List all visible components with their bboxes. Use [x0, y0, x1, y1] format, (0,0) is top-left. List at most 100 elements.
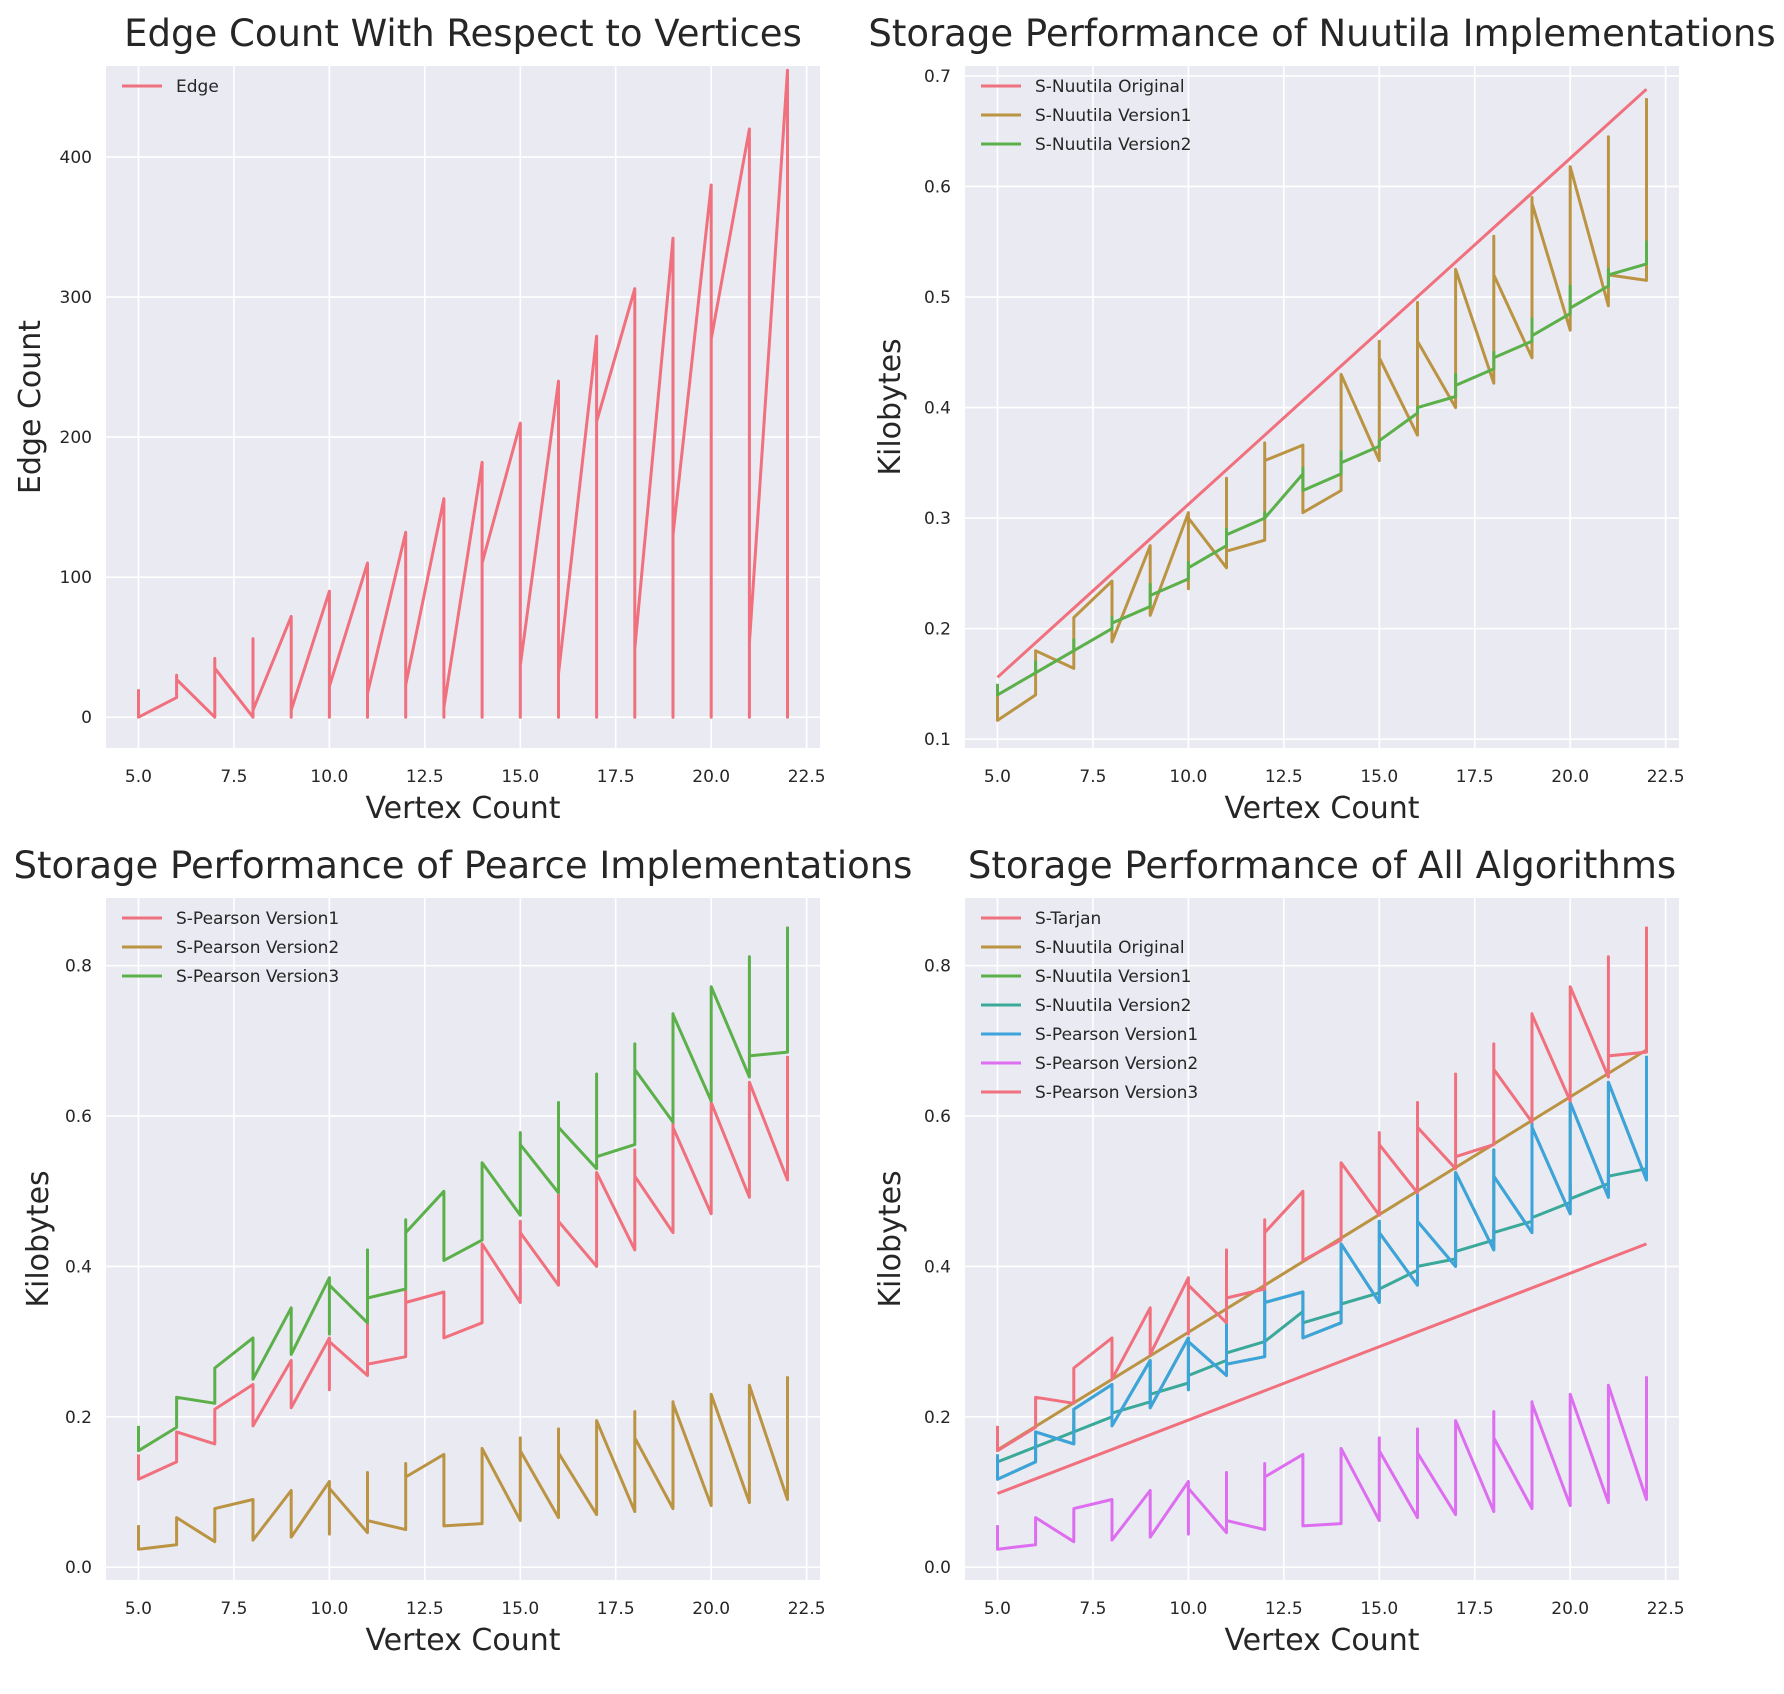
y-tick-label: 0 — [81, 708, 92, 728]
legend-entry: S-Pearson Version3 — [1035, 1083, 1198, 1103]
x-axis-label: Vertex Count — [365, 1623, 560, 1658]
x-axis-label: Vertex Count — [1224, 1623, 1419, 1658]
series-line-2 — [137, 1376, 789, 1551]
y-tick-label: 0.5 — [924, 288, 951, 308]
chart-title: Storage Performance of All Algorithms — [968, 844, 1676, 887]
series-line-7 — [996, 926, 1648, 1453]
plot-area — [106, 66, 820, 748]
x-tick-label: 7.5 — [220, 1599, 247, 1619]
x-tick-label: 22.5 — [788, 1599, 826, 1619]
series-line-2 — [996, 98, 1648, 722]
series-line-6 — [996, 1376, 1648, 1551]
y-tick-label: 0.8 — [924, 957, 951, 977]
plot-area — [106, 898, 820, 1580]
y-tick-label: 0.2 — [924, 1408, 951, 1428]
x-tick-label: 20.0 — [692, 767, 730, 787]
x-tick-label: 10.0 — [310, 767, 348, 787]
x-tick-label: 12.5 — [1265, 1599, 1303, 1619]
x-tick-label: 7.5 — [220, 767, 247, 787]
legend-entry: S-Pearson Version2 — [1035, 1054, 1198, 1074]
y-tick-label: 0.3 — [924, 509, 951, 529]
x-tick-label: 10.0 — [310, 1599, 348, 1619]
legend-entry: S-Nuutila Version2 — [1035, 135, 1191, 155]
chart-title: Storage Performance of Pearce Implementa… — [14, 844, 913, 887]
x-tick-label: 5.0 — [984, 1599, 1011, 1619]
x-tick-label: 15.0 — [501, 767, 539, 787]
y-tick-label: 0.0 — [924, 1558, 951, 1578]
legend: S-Tarjan S-Nuutila Original S-Nuutila Vers… — [981, 909, 1198, 1103]
x-tick-label: 5.0 — [125, 767, 152, 787]
legend-entry: S-Nuutila Version1 — [1035, 106, 1191, 126]
legend-entry: S-Tarjan — [1035, 909, 1101, 929]
series-group — [137, 68, 789, 719]
legend-entry: S-Nuutila Version1 — [1035, 967, 1191, 987]
y-tick-label: 0.1 — [924, 730, 951, 750]
x-tick-label: 17.5 — [1456, 1599, 1494, 1619]
x-tick-label: 15.0 — [1360, 1599, 1398, 1619]
x-tick-label: 22.5 — [1647, 1599, 1685, 1619]
x-tick-label: 12.5 — [406, 1599, 444, 1619]
chart-panel-4: 5.0 7.5 10.0 12.5 15.0 17.5 20.0 22.5 0.0 0.2 0.4 0… — [873, 844, 1685, 1658]
legend: S-Nuutila Original S-Nuutila Version1 S-Nu… — [981, 77, 1191, 155]
legend-entry: Edge — [176, 77, 219, 97]
x-tick-label: 10.0 — [1169, 1599, 1207, 1619]
y-tick-label: 400 — [60, 148, 92, 168]
y-tick-label: 0.4 — [924, 399, 951, 419]
y-tick-label: 300 — [60, 288, 92, 308]
x-tick-label: 17.5 — [597, 767, 635, 787]
plot-area — [965, 898, 1679, 1580]
x-tick-label: 12.5 — [1265, 767, 1303, 787]
y-axis-label: Kilobytes — [21, 1170, 56, 1307]
y-tick-label: 0.6 — [65, 1107, 92, 1127]
legend-entry: S-Pearson Version2 — [176, 938, 339, 958]
y-tick-label: 0.2 — [65, 1408, 92, 1428]
x-tick-label: 10.0 — [1169, 767, 1207, 787]
y-tick-label: 0.4 — [924, 1257, 951, 1277]
x-tick-label: 7.5 — [1079, 1599, 1106, 1619]
x-tick-label: 17.5 — [597, 1599, 635, 1619]
y-tick-label: 100 — [60, 568, 92, 588]
y-axis-label: Kilobytes — [873, 1170, 908, 1307]
series-group — [996, 88, 1648, 722]
legend-entry: S-Pearson Version1 — [176, 909, 339, 929]
x-tick-label: 20.0 — [1551, 767, 1589, 787]
chart-panel-1: 5.0 7.5 10.0 12.5 15.0 17.5 20.0 22.5 0 100 200 300… — [13, 12, 826, 826]
x-tick-label: 12.5 — [406, 767, 444, 787]
y-axis-label: Edge Count — [13, 320, 48, 494]
y-axis-label: Kilobytes — [873, 338, 908, 475]
x-tick-label: 5.0 — [984, 767, 1011, 787]
y-tick-label: 200 — [60, 428, 92, 448]
chart-panel-3: 5.0 7.5 10.0 12.5 15.0 17.5 20.0 22.5 0.0 0.2 0.4 0… — [14, 844, 913, 1658]
y-tick-label: 0.8 — [65, 957, 92, 977]
legend: Edge — [122, 77, 219, 97]
series-line-1 — [137, 1055, 789, 1481]
x-axis-label: Vertex Count — [365, 791, 560, 826]
x-tick-label: 15.0 — [1360, 767, 1398, 787]
x-tick-label: 22.5 — [788, 767, 826, 787]
x-axis-label: Vertex Count — [1224, 791, 1419, 826]
legend-entry: S-Nuutila Original — [1035, 938, 1185, 958]
x-tick-label: 5.0 — [125, 1599, 152, 1619]
series-line-1 — [996, 1242, 1648, 1495]
legend-entry: S-Nuutila Version2 — [1035, 996, 1191, 1016]
y-tick-label: 0.0 — [65, 1558, 92, 1578]
chart-panel-2: 5.0 7.5 10.0 12.5 15.0 17.5 20.0 22.5 0.1 0.2 0.3 0… — [868, 12, 1775, 826]
legend-entry: S-Nuutila Original — [1035, 77, 1185, 97]
series-line-1 — [137, 68, 789, 719]
chart-title: Edge Count With Respect to Vertices — [124, 12, 802, 55]
chart-title: Storage Performance of Nuutila Implement… — [868, 12, 1775, 55]
series-line-3 — [137, 926, 789, 1453]
y-tick-label: 0.6 — [924, 177, 951, 197]
series-group — [996, 926, 1648, 1551]
series-group — [137, 926, 789, 1551]
x-tick-label: 20.0 — [692, 1599, 730, 1619]
legend: S-Pearson Version1 S-Pearson Version2 S-Pe… — [122, 909, 339, 987]
x-tick-label: 17.5 — [1456, 767, 1494, 787]
series-line-3 — [996, 240, 1648, 697]
y-tick-label: 0.6 — [924, 1107, 951, 1127]
y-tick-label: 0.4 — [65, 1257, 92, 1277]
series-line-1 — [996, 88, 1648, 679]
x-tick-label: 22.5 — [1647, 767, 1685, 787]
y-tick-label: 0.2 — [924, 620, 951, 640]
